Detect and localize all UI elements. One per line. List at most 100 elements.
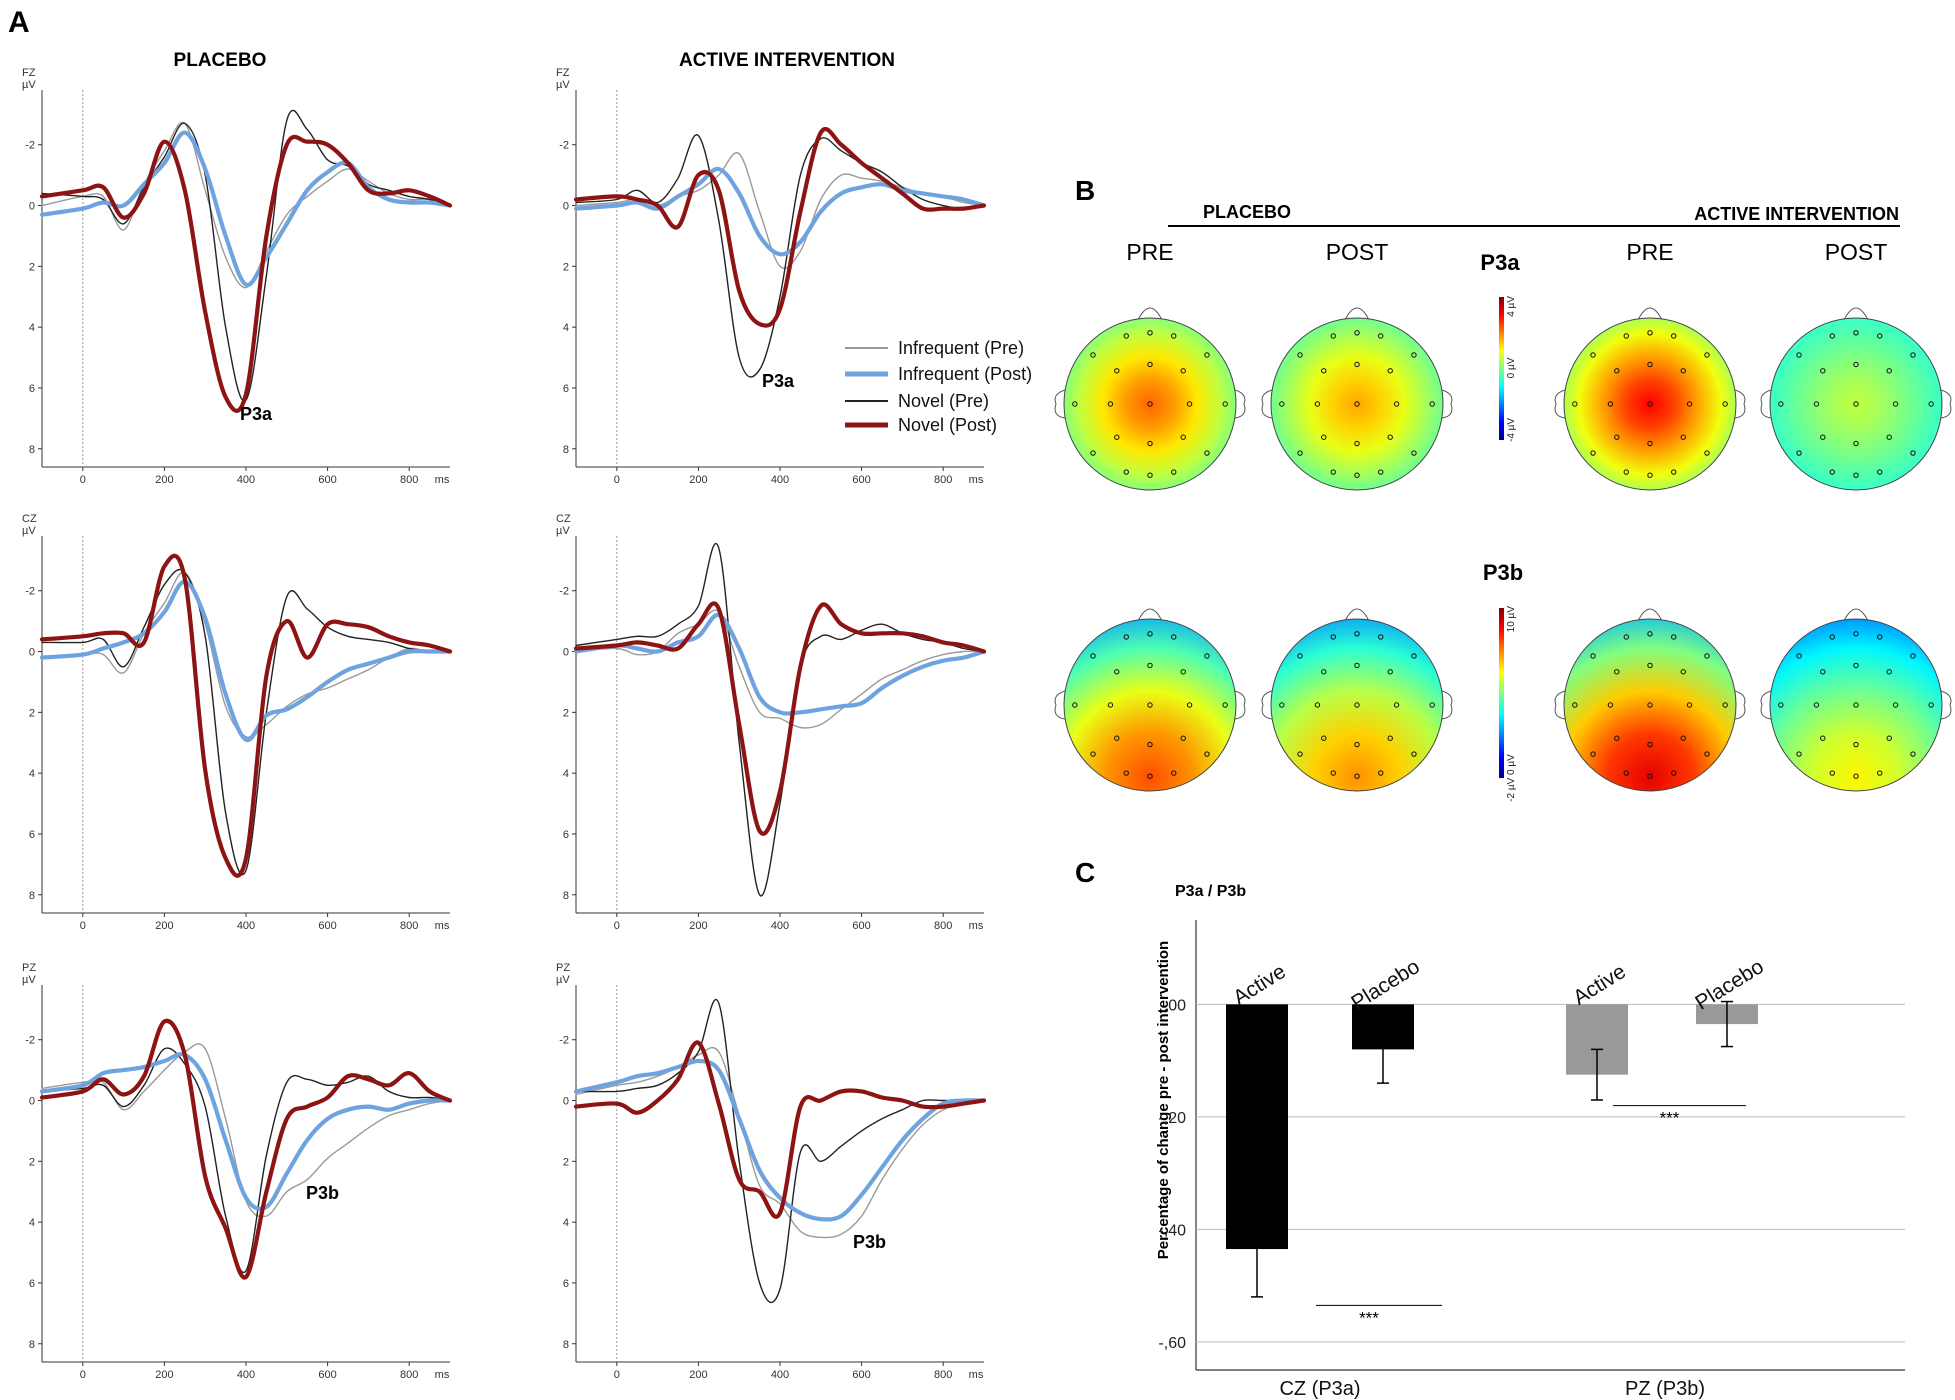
x-tick-label: 0 [614, 1369, 620, 1381]
electrode-marker [1680, 735, 1686, 741]
bar-chart-ylabel: Percentage of change pre - post interven… [1155, 941, 1172, 1259]
unit-label: µV [22, 79, 36, 91]
erp-series-infrequent-pre [41, 1043, 451, 1218]
electrode-marker [1853, 702, 1859, 708]
electrode-marker [1354, 361, 1360, 368]
x-tick-label: 600 [318, 920, 336, 932]
electrode-marker [1123, 469, 1129, 475]
y-tick-label: 2 [29, 261, 35, 273]
electrode-marker [1114, 669, 1120, 675]
topo-map-p3b-0 [1054, 608, 1246, 792]
electrode-marker [1722, 702, 1728, 708]
electrode-marker [1354, 741, 1360, 748]
colorbar-p3b-mid-label: -2 µV 0 µV [1506, 754, 1517, 802]
scalp-map [1563, 317, 1737, 491]
electrode-marker [1354, 440, 1360, 447]
electrode-marker [1928, 401, 1934, 407]
electrode-marker [1180, 434, 1186, 440]
erp-series-novel-post [573, 601, 987, 836]
topo-map-p3b-2 [1554, 608, 1746, 792]
head-ear-left [1054, 389, 1066, 419]
electrode-marker [1590, 751, 1596, 757]
x-tick-label: 0 [80, 920, 86, 932]
electrode-marker [1147, 662, 1153, 669]
electrode-marker [1853, 361, 1859, 368]
electrode-marker [1704, 352, 1710, 358]
y-tick-label: -2 [25, 1035, 35, 1047]
scalp-map [1769, 317, 1943, 491]
erp-series-novel-post [573, 126, 987, 328]
head-nose [1843, 307, 1869, 321]
electrode-marker [1813, 401, 1820, 407]
head-nose [1344, 608, 1370, 622]
head-ear-right [1734, 389, 1746, 419]
electrode-marker [1186, 401, 1193, 407]
electrode-marker [1330, 469, 1336, 475]
head-nose [1344, 307, 1370, 321]
electrode-marker [1171, 770, 1177, 776]
electrode-marker [1623, 770, 1629, 776]
electrode-marker [1829, 469, 1835, 475]
annotation-p3a-placebo: P3a [240, 404, 273, 424]
electrode-marker [1321, 669, 1327, 675]
scalp-map [1063, 317, 1237, 491]
electrode-marker [1722, 401, 1728, 407]
electrode-marker [1393, 702, 1400, 708]
electrode-marker [1411, 450, 1417, 456]
unit-label: µV [556, 974, 570, 986]
electrode-marker [1354, 330, 1360, 336]
channel-label: PZ [22, 962, 36, 974]
electrode-marker [1222, 401, 1228, 407]
x-tick-label: 600 [318, 474, 336, 486]
electrode-marker [1877, 770, 1883, 776]
electrode-marker [1820, 368, 1826, 374]
electrode-marker [1186, 702, 1193, 708]
x-tick-label: 0 [614, 920, 620, 932]
y-tick-label: 6 [563, 383, 569, 395]
electrode-marker [1123, 634, 1129, 640]
electrode-marker [1614, 434, 1620, 440]
head-ear-left [1760, 389, 1772, 419]
topo-row-label-p3a: P3a [1480, 250, 1520, 275]
electrode-marker [1614, 368, 1620, 374]
electrode-marker [1647, 330, 1653, 336]
y-tick-label: 6 [29, 1278, 35, 1290]
head-ear-right [1234, 690, 1246, 720]
electrode-marker [1314, 702, 1321, 708]
electrode-marker [1572, 401, 1578, 407]
electrode-marker [1297, 450, 1303, 456]
y-tick-label: 4 [29, 322, 35, 334]
x-tick-label: 800 [934, 1369, 952, 1381]
electrode-marker [1647, 440, 1653, 447]
unit-label: µV [22, 525, 36, 537]
electrode-marker [1886, 434, 1892, 440]
bar-y-tick-label: -,60 [1158, 1335, 1186, 1352]
electrode-marker [1647, 361, 1653, 368]
y-tick-label: 0 [29, 1096, 35, 1108]
electrode-marker [1411, 352, 1417, 358]
topo-map-p3a-1 [1261, 307, 1453, 491]
electrode-marker [1393, 401, 1400, 407]
legend-label-nov-pre: Novel (Pre) [898, 391, 989, 411]
y-tick-label: 8 [29, 444, 35, 456]
colorbar-p3a-max-label: 4 µV [1506, 296, 1517, 317]
y-tick-label: 6 [563, 829, 569, 841]
electrode-marker [1910, 751, 1916, 757]
electrode-marker [1623, 333, 1629, 339]
erp-series-novel-post [39, 1018, 453, 1280]
legend-label-nov-post: Novel (Post) [898, 415, 997, 435]
annotation-p3a-active: P3a [762, 371, 795, 391]
electrode-marker [1647, 741, 1653, 748]
electrode-marker [1090, 352, 1096, 358]
x-tick-label: 800 [400, 474, 418, 486]
scalp-map [1769, 618, 1943, 792]
electrode-marker [1090, 450, 1096, 456]
electrode-marker [1607, 702, 1614, 708]
electrode-marker [1147, 472, 1153, 478]
electrode-marker [1354, 702, 1360, 708]
